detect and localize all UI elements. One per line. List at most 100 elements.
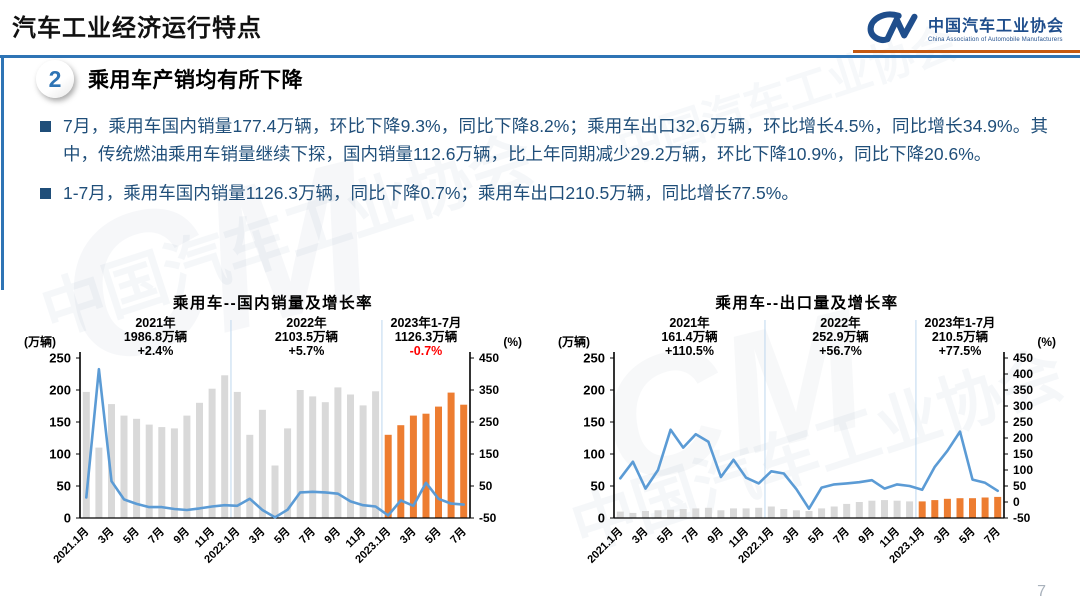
- svg-text:7月: 7月: [680, 525, 701, 546]
- svg-text:5月: 5月: [654, 525, 675, 546]
- section-title: 乘用车产销均有所下降: [88, 69, 303, 92]
- caam-logo-icon: [867, 11, 918, 43]
- logo-name-en: China Association of Automobile Manufact…: [927, 36, 1063, 43]
- svg-text:2021.1月: 2021.1月: [51, 525, 92, 566]
- svg-text:300: 300: [1013, 399, 1033, 413]
- bullet-list: 7月，乘用车国内销量177.4万辆，环比下降9.3%，同比下降8.2%；乘用车出…: [40, 112, 1048, 217]
- svg-text:+5.7%: +5.7%: [289, 344, 325, 358]
- svg-text:5月: 5月: [422, 525, 443, 546]
- bullet-text: 7月，乘用车国内销量177.4万辆，环比下降9.3%，同比下降8.2%；乘用车出…: [63, 116, 1048, 165]
- svg-text:7月: 7月: [297, 525, 318, 546]
- svg-text:3月: 3月: [629, 525, 650, 546]
- svg-text:450: 450: [1013, 351, 1033, 365]
- caam-logo: 中国汽车工业协会 China Association of Automobile…: [865, 8, 1064, 46]
- svg-text:3月: 3月: [397, 525, 418, 546]
- svg-text:5月: 5月: [271, 525, 292, 546]
- svg-text:+77.5%: +77.5%: [939, 344, 982, 358]
- svg-text:50: 50: [591, 479, 605, 494]
- svg-text:+2.4%: +2.4%: [138, 344, 174, 358]
- svg-text:7月: 7月: [448, 525, 469, 546]
- svg-text:200: 200: [583, 383, 605, 398]
- svg-text:1126.3万辆: 1126.3万辆: [395, 329, 458, 344]
- svg-text:161.4万辆: 161.4万辆: [661, 329, 718, 344]
- bullet-square-icon: [40, 121, 51, 132]
- svg-text:2022年: 2022年: [286, 315, 327, 330]
- left-accent-line: [1, 58, 4, 290]
- svg-text:0: 0: [64, 511, 71, 526]
- svg-text:50: 50: [57, 479, 71, 494]
- svg-text:0: 0: [1013, 495, 1020, 509]
- svg-text:250: 250: [49, 351, 71, 366]
- svg-text:100: 100: [583, 447, 605, 462]
- svg-text:7月: 7月: [831, 525, 852, 546]
- bullet-item: 7月，乘用车国内销量177.4万辆，环比下降9.3%，同比下降8.2%；乘用车出…: [40, 112, 1048, 169]
- svg-text:50: 50: [1013, 479, 1027, 493]
- section-heading: 2 乘用车产销均有所下降: [36, 60, 303, 98]
- svg-text:3月: 3月: [95, 525, 116, 546]
- svg-text:-50: -50: [1013, 511, 1031, 525]
- svg-text:2021年: 2021年: [669, 315, 710, 330]
- svg-text:7月: 7月: [146, 525, 167, 546]
- bullet-text: 1-7月，乘用车国内销量1126.3万辆，同比下降0.7%；乘用车出口210.5…: [63, 182, 799, 203]
- page-title: 汽车工业经济运行特点: [12, 15, 262, 42]
- svg-text:2103.5万辆: 2103.5万辆: [275, 329, 339, 344]
- svg-text:50: 50: [479, 479, 493, 493]
- svg-text:400: 400: [1013, 367, 1033, 381]
- svg-text:+110.5%: +110.5%: [665, 344, 714, 358]
- svg-text:3月: 3月: [780, 525, 801, 546]
- svg-text:(万辆): (万辆): [24, 334, 56, 349]
- svg-text:7月: 7月: [982, 525, 1003, 546]
- chart-title: 乘用车--出口量及增长率: [715, 295, 899, 312]
- svg-text:150: 150: [1013, 447, 1033, 461]
- svg-text:250: 250: [1013, 415, 1033, 429]
- svg-text:350: 350: [479, 383, 499, 397]
- svg-text:3月: 3月: [246, 525, 267, 546]
- svg-text:2022年: 2022年: [820, 315, 861, 330]
- svg-text:-50: -50: [479, 511, 497, 525]
- charts-row: 乘用车--国内销量及增长率 0 50 100 150 200 250 -50 50 150 250…: [0, 291, 1080, 586]
- svg-text:150: 150: [49, 415, 71, 430]
- svg-text:(%): (%): [1037, 335, 1056, 349]
- svg-text:9月: 9月: [171, 525, 192, 546]
- svg-text:150: 150: [479, 447, 499, 461]
- header-accent-line: [853, 50, 1080, 53]
- svg-text:0: 0: [598, 511, 605, 526]
- caam-logo-text: 中国汽车工业协会 China Association of Automobile…: [928, 12, 1064, 43]
- svg-text:100: 100: [49, 447, 71, 462]
- svg-text:5月: 5月: [805, 525, 826, 546]
- svg-text:(%): (%): [503, 335, 522, 349]
- svg-text:3月: 3月: [931, 525, 952, 546]
- chart-exports: 乘用车--出口量及增长率 0 50 100 150 200 250 -50 0 50 100 150…: [552, 291, 1062, 586]
- svg-text:9月: 9月: [856, 525, 877, 546]
- svg-text:250: 250: [583, 351, 605, 366]
- svg-text:350: 350: [1013, 383, 1033, 397]
- svg-text:210.5万辆: 210.5万辆: [932, 329, 989, 344]
- section-number: 2: [48, 65, 62, 92]
- svg-text:9月: 9月: [322, 525, 343, 546]
- bullet-item: 1-7月，乘用车国内销量1126.3万辆，同比下降0.7%；乘用车出口210.5…: [40, 179, 1048, 207]
- bullet-square-icon: [40, 187, 51, 199]
- svg-text:1986.8万辆: 1986.8万辆: [124, 329, 188, 344]
- header-divider: [0, 55, 1080, 58]
- chart-domestic-sales: 乘用车--国内销量及增长率 0 50 100 150 200 250 -50 50 150 250…: [18, 291, 528, 586]
- svg-text:450: 450: [479, 351, 499, 365]
- page-number: 7: [1037, 583, 1046, 600]
- svg-text:2021年: 2021年: [135, 315, 176, 330]
- svg-text:5月: 5月: [956, 525, 977, 546]
- svg-text:100: 100: [1013, 463, 1033, 477]
- svg-text:9月: 9月: [705, 525, 726, 546]
- svg-text:2021.1月: 2021.1月: [585, 525, 626, 566]
- svg-text:150: 150: [583, 415, 605, 430]
- chart-exports-plot: 0 50 100 150 200 250 -50 0 50 100 150 200 250 300 350 4…: [558, 315, 1056, 566]
- chart-title: 乘用车--国内销量及增长率: [172, 295, 374, 312]
- svg-text:(万辆): (万辆): [558, 334, 590, 349]
- svg-text:5月: 5月: [120, 525, 141, 546]
- svg-text:250: 250: [479, 415, 499, 429]
- section-number-badge: 2: [36, 60, 74, 98]
- svg-text:252.9万辆: 252.9万辆: [812, 329, 869, 344]
- svg-text:200: 200: [1013, 431, 1033, 445]
- svg-text:+56.7%: +56.7%: [819, 344, 862, 358]
- svg-text:2023年1-7月: 2023年1-7月: [391, 315, 462, 330]
